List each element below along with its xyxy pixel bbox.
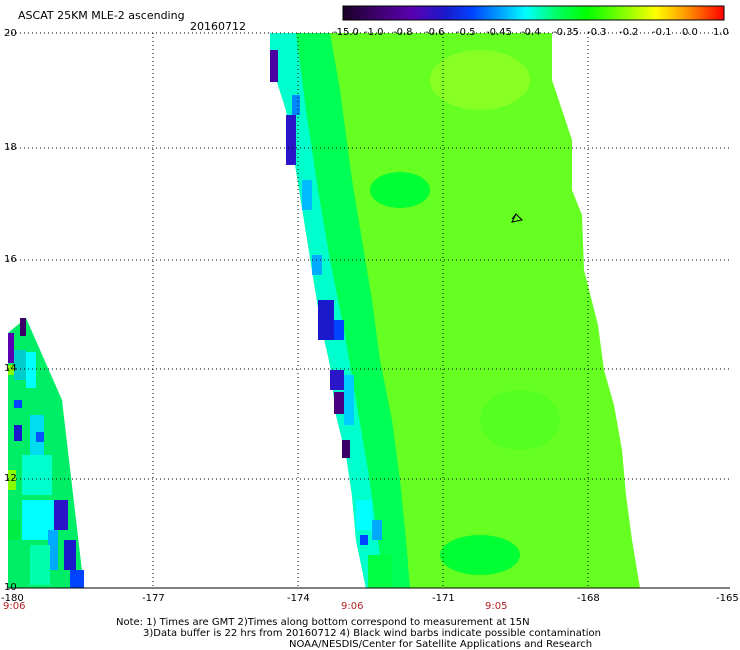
colorbar-label: 0.0 <box>682 27 698 38</box>
footnote-line-1: Note: 1) Times are GMT 2)Times along bot… <box>116 617 530 628</box>
time-label: 9:06 <box>3 601 26 612</box>
wind-barb-marker <box>511 213 524 223</box>
map-date: 20160712 <box>190 20 246 33</box>
colorbar-label: -0.4 <box>521 27 541 38</box>
colorbar-label: -0.6 <box>425 27 445 38</box>
lat-label-18: 18 <box>4 142 17 153</box>
colorbar-label: -1.0 <box>364 27 384 38</box>
lat-label-16: 16 <box>4 254 17 265</box>
lat-label-14: 14 <box>4 363 17 374</box>
footnote-line-2: 3)Data buffer is 22 hrs from 20160712 4)… <box>143 628 601 639</box>
lon-label-177: -177 <box>142 593 165 604</box>
colorbar-label: 1.0 <box>713 27 729 38</box>
lon-label-165: -165 <box>716 593 739 604</box>
lon-label-168: -168 <box>577 593 600 604</box>
colorbar-label: -0.45 <box>486 27 512 38</box>
colorbar-label: -0.5 <box>456 27 476 38</box>
colorbar-label: -0.35 <box>553 27 579 38</box>
lon-label-174: -174 <box>287 593 310 604</box>
time-label: 9:06 <box>341 601 364 612</box>
map-title: ASCAT 25KM MLE-2 ascending <box>18 9 185 22</box>
data-swath-east <box>270 33 640 588</box>
lon-label-171: -171 <box>432 593 455 604</box>
lat-label-10: 10 <box>4 582 17 593</box>
time-label: 9:05 <box>485 601 508 612</box>
lon-label-180: -180 <box>1 593 24 604</box>
footnote-credit: NOAA/NESDIS/Center for Satellite Applica… <box>289 639 593 650</box>
colorbar-label: -0.2 <box>619 27 639 38</box>
lat-label-12: 12 <box>4 473 17 484</box>
graticule <box>8 32 730 588</box>
colorbar-gradient <box>342 5 725 21</box>
lat-label-20: 20 <box>4 28 17 39</box>
colorbar-label: -0.1 <box>652 27 672 38</box>
data-swath-west <box>8 318 84 588</box>
colorbar-label: -0.3 <box>587 27 607 38</box>
colorbar-label: -0.8 <box>393 27 413 38</box>
colorbar-label: -15.0 <box>333 27 359 38</box>
